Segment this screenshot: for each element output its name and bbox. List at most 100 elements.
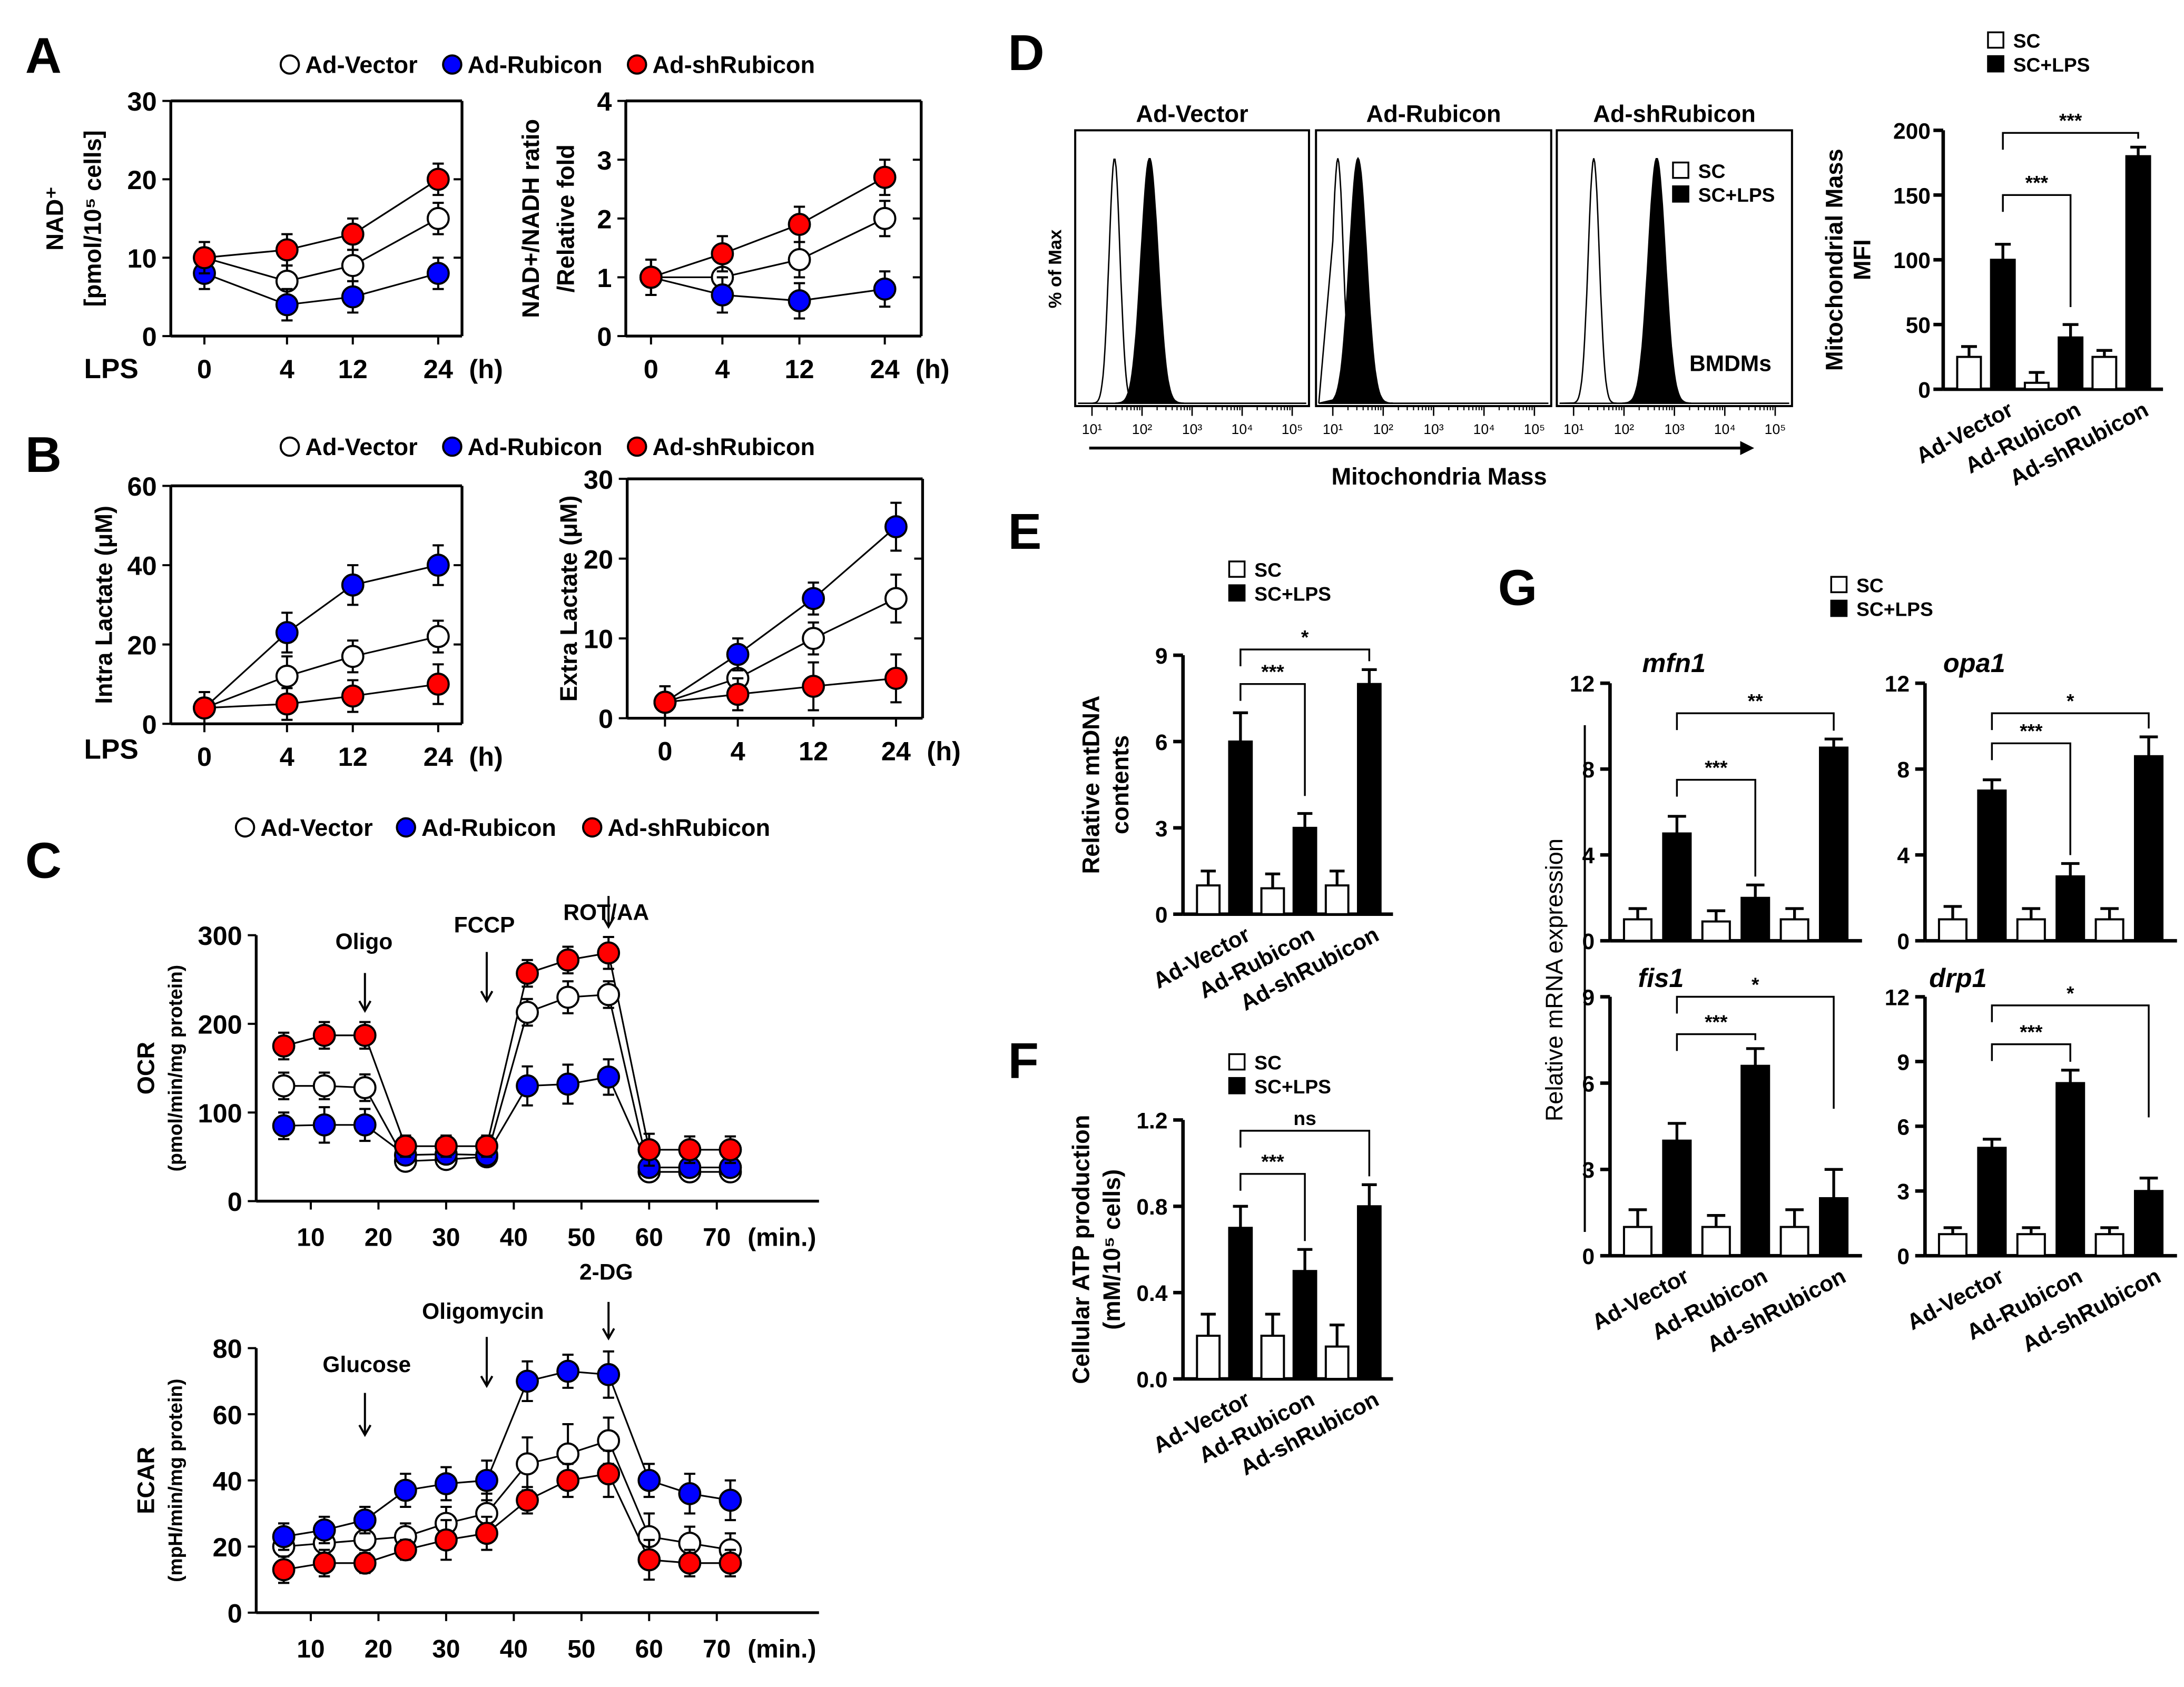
legend-label-sc: SC	[1254, 1052, 1282, 1074]
y-tick-label: 12	[1570, 672, 1595, 697]
data-point-ad-vector	[341, 645, 365, 668]
legend-label-ad-shrubicon: Ad-shRubicon	[652, 433, 815, 460]
bar-sc-ad-vector	[1937, 1233, 1967, 1257]
y-tick-label: 3	[1897, 1180, 1910, 1205]
series-line-ad-rubicon	[651, 276, 885, 302]
y-tick-label: 60	[213, 1400, 242, 1430]
y-axis-label: % of Max	[1046, 230, 1066, 309]
x-tick-label: 24	[881, 736, 911, 766]
legend-marker-ad-shrubicon	[626, 436, 647, 457]
histogram-title-ad-shrubicon: Ad-shRubicon	[1593, 100, 1756, 127]
y-tick-label: 0.0	[1136, 1368, 1167, 1393]
significance-label: ***	[2020, 1021, 2043, 1043]
data-point-ad-rubicon	[275, 293, 299, 317]
x-unit-label: (min.)	[747, 1224, 816, 1252]
bar-sc-lps-ad-shrubicon	[1819, 1197, 1849, 1257]
significance-bracket	[1991, 712, 2150, 731]
x-tick-label: 10³	[1182, 421, 1203, 437]
legend-marker-ad-rubicon	[396, 817, 416, 838]
bar-sc-lps-ad-vector	[1228, 740, 1253, 915]
data-point-ad-shrubicon	[711, 242, 734, 265]
x-tick-label: 10²	[1614, 421, 1635, 437]
treatment-annotation-oligo: Oligo	[336, 930, 393, 954]
y-axis-label-g: Relative mRNA expression	[1541, 838, 1568, 1121]
significance-bracket	[1239, 1130, 1371, 1177]
x-tick-label: 0	[644, 354, 658, 384]
legend-label-sc: SC	[2013, 30, 2041, 52]
data-point-ad-vector	[802, 627, 825, 650]
y-tick-label: 8	[1897, 758, 1910, 783]
treatment-annotation-2-dg: 2-DG	[579, 1260, 633, 1285]
data-point-ad-shrubicon	[272, 1558, 296, 1582]
y-tick-label: 3	[597, 145, 612, 175]
legend-label-sc-lps: SC+LPS	[2013, 54, 2090, 76]
significance-bracket	[1676, 778, 1756, 877]
panel-label-a: A	[25, 27, 62, 84]
bar-sc-lps-ad-rubicon	[1292, 1270, 1317, 1380]
data-point-ad-vector	[516, 1001, 539, 1024]
series-line-ad-vector	[664, 597, 897, 703]
lps-label-a: LPS	[84, 353, 138, 384]
bar-sc-ad-shrubicon	[1324, 884, 1350, 915]
data-point-ad-rubicon	[426, 554, 450, 577]
bar-sc-lps-ad-shrubicon	[2133, 755, 2164, 942]
legend-marker-ad-shrubicon	[626, 54, 647, 75]
data-point-ad-rubicon	[873, 277, 897, 301]
y-axis-label: Mitochondrial Mass	[1821, 149, 1848, 371]
bar-sc-lps-ad-shrubicon	[2133, 1190, 2164, 1257]
x-tick-label: 10³	[1423, 421, 1444, 437]
data-point-ad-vector	[272, 1074, 296, 1098]
y-tick-label: 60	[127, 471, 157, 501]
legend-label-ad-rubicon: Ad-Rubicon	[421, 814, 556, 841]
data-point-ad-vector	[275, 664, 299, 688]
y-tick-label: 40	[127, 551, 157, 581]
x-tick-label: 20	[365, 1224, 392, 1252]
data-point-ad-rubicon	[272, 1114, 296, 1138]
y-tick-label: 10	[584, 624, 613, 654]
series-line-ad-rubicon	[203, 564, 439, 709]
y-axis-label: [pmol/10⁵ cells]	[79, 130, 106, 307]
x-tick-label: 12	[338, 742, 368, 772]
data-point-ad-vector	[516, 1452, 539, 1476]
bar-sc-lps-ad-rubicon	[2055, 875, 2085, 942]
data-point-ad-rubicon	[719, 1488, 742, 1512]
x-tick-label: 12	[338, 354, 368, 384]
y-tick-label: 0	[228, 1187, 242, 1217]
data-point-ad-rubicon	[353, 1113, 377, 1137]
series-line-ad-rubicon	[204, 272, 439, 306]
series-line-ad-vector	[204, 218, 439, 282]
y-axis-label: OCR	[132, 1042, 159, 1094]
y-axis-label: NAD⁺	[42, 186, 68, 251]
bar-sc-lps-ad-shrubicon	[1356, 1205, 1382, 1380]
data-point-ad-shrubicon	[275, 692, 299, 716]
data-point-ad-shrubicon	[272, 1034, 296, 1058]
data-point-ad-rubicon	[275, 621, 299, 645]
data-point-ad-rubicon	[711, 283, 734, 307]
data-point-ad-shrubicon	[434, 1134, 458, 1158]
histogram-frame-ad-vector	[1074, 129, 1310, 407]
data-point-ad-shrubicon	[637, 1548, 661, 1572]
arrow-head-icon	[602, 916, 615, 929]
legend-marker-ad-rubicon	[442, 436, 463, 457]
y-tick-label: 9	[1155, 644, 1168, 669]
cell-type-label: BMDMs	[1689, 352, 1772, 377]
data-point-ad-rubicon	[788, 289, 811, 313]
x-unit-label: (h)	[469, 742, 503, 772]
y-axis-label: /Relative fold	[553, 144, 579, 292]
data-point-ad-shrubicon	[884, 666, 908, 690]
significance-bracket	[1239, 683, 1306, 796]
data-point-ad-shrubicon	[475, 1134, 498, 1158]
x-tick-label: 10⁴	[1232, 421, 1253, 437]
significance-bracket	[2002, 132, 2139, 150]
y-tick-label: 30	[584, 465, 613, 495]
y-tick-label: 0	[1897, 1245, 1910, 1269]
series-line-ad-shrubicon	[665, 677, 897, 703]
legend-label-ad-rubicon: Ad-Rubicon	[468, 51, 603, 78]
legend-label-ad-shrubicon: Ad-shRubicon	[607, 814, 770, 841]
arrow-head-icon	[480, 1375, 494, 1388]
x-tick-label: 12	[799, 736, 828, 766]
arrow-head-icon	[602, 1328, 615, 1341]
significance-label: ***	[1705, 756, 1728, 778]
y-tick-label: 0	[1582, 1245, 1595, 1269]
data-point-ad-vector	[873, 206, 897, 230]
